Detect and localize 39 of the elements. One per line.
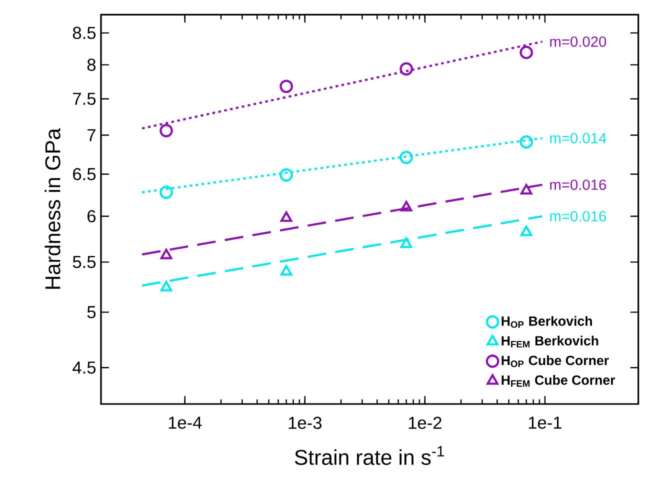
point <box>400 62 413 76</box>
x-axis-title: Strain rate in s$^{-1}$ <box>294 446 444 465</box>
y-tick-label: 5.5 <box>72 256 96 268</box>
y-tick-label: 8 <box>87 58 96 71</box>
point <box>280 80 293 94</box>
point <box>160 124 173 138</box>
point <box>280 265 292 276</box>
point <box>280 168 293 182</box>
x-tick-label: 1e-1 <box>528 416 562 429</box>
annotation: m=0.016 <box>550 180 606 190</box>
legend-label: H$_{FEM}$ Cube Corner <box>502 375 616 387</box>
x-tick-label: 1e-2 <box>408 416 442 429</box>
point <box>160 248 172 260</box>
point <box>400 237 412 248</box>
y-tick-label: 8.5 <box>72 26 96 40</box>
point <box>520 46 534 60</box>
x-tick-label: 1e-3 <box>288 416 322 429</box>
point <box>520 184 532 194</box>
legend-label: H$_{OP}$ Berkovich <box>502 316 592 328</box>
y-tick-label: 4.5 <box>72 362 96 374</box>
point <box>520 226 532 236</box>
point <box>400 150 413 164</box>
point <box>400 200 412 212</box>
annotation: m=0.016 <box>550 211 606 222</box>
point <box>160 186 173 199</box>
legend-label: H$_{OP}$ Cube Corner <box>502 355 609 368</box>
annotation: m=0.020 <box>550 36 606 47</box>
point <box>520 135 534 149</box>
y-tick-label: 5 <box>87 306 96 318</box>
y-tick-label: 7 <box>88 129 96 142</box>
y-tick-label: 6 <box>88 210 96 222</box>
point <box>160 280 172 292</box>
legend-label: H$_{FEM}$ Berkovich <box>502 336 598 348</box>
point <box>280 211 292 222</box>
annotation: m=0.014 <box>550 132 606 144</box>
x-tick-label: 1e-4 <box>168 416 202 429</box>
y-axis-title: Hardness in GPa <box>44 128 60 289</box>
y-tick-label: 7.5 <box>73 92 96 105</box>
y-tick-label: 6.5 <box>73 168 96 180</box>
